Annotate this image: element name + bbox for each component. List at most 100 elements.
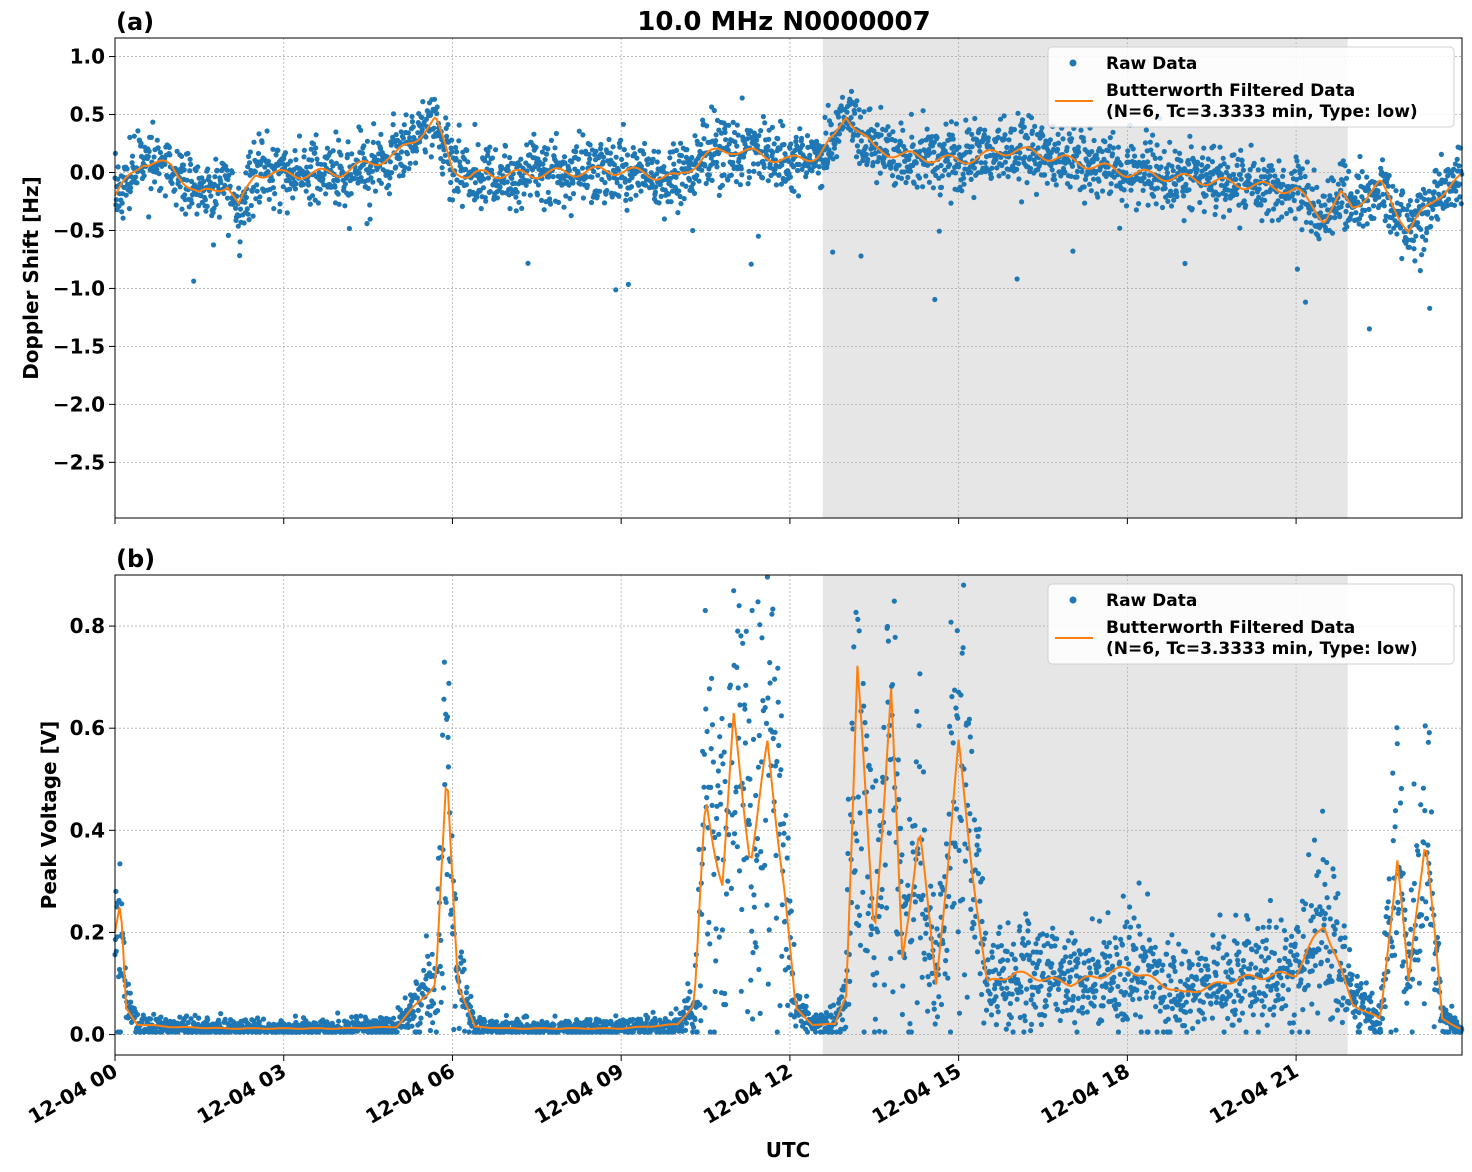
raw-point: [985, 957, 991, 963]
raw-point: [952, 170, 959, 176]
raw-point: [1267, 173, 1273, 179]
raw-point: [251, 139, 257, 145]
raw-point: [370, 139, 376, 145]
raw-points-a: [112, 88, 1465, 332]
raw-point: [676, 158, 682, 164]
raw-point: [746, 168, 752, 174]
raw-point: [282, 150, 289, 156]
raw-point: [113, 888, 119, 895]
raw-point: [583, 174, 590, 180]
raw-point: [882, 164, 888, 170]
raw-point: [1308, 228, 1314, 234]
raw-point: [1055, 131, 1061, 137]
raw-point: [1435, 216, 1441, 222]
raw-point: [237, 239, 243, 245]
raw-point: [183, 211, 189, 217]
raw-point: [925, 1008, 931, 1014]
raw-point: [620, 121, 627, 127]
raw-point: [928, 883, 934, 889]
raw-point: [961, 181, 967, 187]
raw-point: [514, 189, 520, 195]
raw-point: [1375, 188, 1381, 194]
raw-point: [367, 202, 373, 208]
raw-point: [898, 120, 904, 126]
raw-point: [203, 208, 209, 214]
raw-point: [731, 588, 737, 594]
raw-point: [648, 170, 654, 176]
raw-point: [741, 154, 747, 160]
raw-point: [400, 135, 406, 141]
raw-point: [296, 133, 303, 139]
raw-point: [216, 214, 222, 220]
raw-point: [348, 191, 354, 197]
raw-point: [763, 817, 769, 823]
raw-point: [1118, 162, 1124, 168]
raw-point: [979, 876, 986, 882]
raw-point: [1288, 208, 1294, 214]
raw-point: [890, 989, 896, 995]
raw-point: [1014, 166, 1020, 172]
raw-point: [845, 796, 852, 802]
raw-point: [826, 147, 832, 153]
raw-point: [613, 154, 619, 160]
raw-point: [1016, 155, 1023, 161]
raw-point: [589, 174, 595, 180]
raw-point: [736, 156, 742, 162]
raw-point: [449, 137, 455, 143]
raw-point: [466, 1029, 472, 1035]
raw-point: [839, 1017, 846, 1023]
raw-point: [889, 173, 896, 179]
raw-point: [955, 715, 961, 721]
raw-point: [621, 147, 627, 153]
raw-point: [974, 852, 980, 858]
raw-point: [793, 1023, 799, 1029]
raw-point: [804, 170, 810, 176]
raw-point: [678, 140, 684, 146]
raw-point: [394, 1029, 400, 1035]
raw-point: [747, 776, 753, 782]
raw-point: [758, 128, 764, 134]
raw-point: [804, 133, 811, 139]
raw-point: [934, 134, 940, 140]
raw-point: [876, 1028, 883, 1034]
raw-point: [698, 141, 704, 148]
raw-point: [309, 157, 315, 163]
raw-point: [1142, 140, 1148, 146]
raw-point: [713, 138, 719, 144]
raw-point: [890, 158, 897, 165]
raw-point: [673, 147, 680, 154]
raw-point: [433, 1029, 439, 1035]
legend-label-filtered-a-1: Butterworth Filtered Data: [1106, 81, 1355, 101]
raw-point: [913, 160, 919, 166]
raw-point: [958, 692, 964, 698]
raw-point: [858, 138, 865, 144]
raw-point: [533, 178, 539, 184]
raw-point: [188, 178, 195, 184]
raw-point: [657, 181, 663, 188]
raw-point: [961, 972, 968, 978]
raw-point: [1381, 203, 1387, 209]
raw-point: [320, 176, 326, 182]
raw-point: [524, 142, 530, 148]
raw-point: [1121, 187, 1127, 193]
raw-point: [650, 156, 656, 162]
raw-point: [1183, 181, 1189, 187]
raw-point: [371, 121, 377, 127]
raw-point: [795, 167, 801, 174]
raw-point: [960, 645, 966, 651]
raw-point: [507, 186, 514, 192]
raw-point: [480, 185, 487, 191]
raw-point: [642, 140, 648, 147]
raw-point: [287, 186, 293, 192]
raw-point: [728, 885, 735, 892]
raw-point: [245, 164, 251, 170]
raw-point: [1001, 170, 1007, 176]
raw-point: [722, 990, 728, 997]
raw-point: [351, 176, 357, 182]
raw-point: [398, 129, 404, 135]
raw-point: [308, 146, 314, 152]
raw-point: [893, 180, 899, 187]
raw-point: [952, 843, 959, 850]
raw-point: [787, 174, 794, 180]
raw-point: [1299, 166, 1305, 172]
